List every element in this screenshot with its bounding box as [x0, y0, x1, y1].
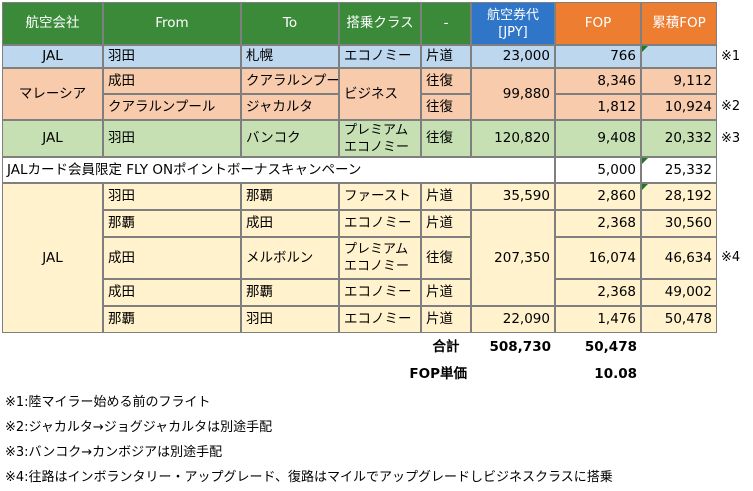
cell-fop: 8,346 [555, 68, 641, 94]
cell-cum-fop: 50,478 [641, 306, 717, 333]
header-from: From [103, 2, 241, 45]
cell-airline: マレーシア [2, 68, 103, 120]
cell-fare: 23,000 [471, 45, 555, 68]
cell-fare: 120,820 [471, 120, 555, 157]
cell-to: ジャカルタ [241, 94, 339, 120]
footnote: ※1:陸マイラー始める前のフライト [5, 395, 211, 410]
total-label: 合計 [432, 338, 460, 355]
footnote: ※3:バンコク→カンボジアは別途手配 [5, 445, 223, 460]
cell-from: 成田 [103, 237, 241, 279]
cell-class: ファースト [339, 183, 421, 210]
comment-indicator-icon [642, 46, 648, 52]
cell-cum-fop: 9,112 [641, 68, 717, 94]
cell-from: 那覇 [103, 210, 241, 237]
side-note-marker: ※4 [721, 250, 741, 265]
cell-fop: 5,000 [555, 157, 641, 183]
cell-cum-fop: 20,332 [641, 120, 717, 157]
cell-class: エコノミー [339, 306, 421, 333]
header-fare: 航空券代 [JPY] [471, 2, 555, 45]
header-cum-fop: 累積FOP [641, 2, 717, 45]
side-note-marker: ※2 [721, 99, 741, 114]
cell-class: エコノミー [339, 210, 421, 237]
cell-airline: JAL [2, 183, 103, 333]
cell-from: 羽田 [103, 183, 241, 210]
campaign-label: JALカード会員限定 FLY ONポイントボーナスキャンペーン [2, 157, 555, 183]
cell-to: 那覇 [241, 183, 339, 210]
header-to: To [241, 2, 339, 45]
cell-fare: 22,090 [471, 306, 555, 333]
cell-cum-fop: 28,192 [641, 183, 717, 210]
cell-trip: 片道 [421, 306, 471, 333]
cell-fop: 1,812 [555, 94, 641, 120]
cell-cum-fop: 49,002 [641, 279, 717, 306]
cell-from: 羽田 [103, 45, 241, 68]
cell-fop: 2,860 [555, 183, 641, 210]
cell-from: クアラルンプール [103, 94, 241, 120]
cell-from: 羽田 [103, 120, 241, 157]
header-fop: FOP [555, 2, 641, 45]
cell-cum-fop: 10,924 [641, 94, 717, 120]
cell-class: エコノミー [339, 279, 421, 306]
cell-trip: 片道 [421, 210, 471, 237]
cell-class: エコノミー [339, 45, 421, 68]
cell-fop: 2,368 [555, 279, 641, 306]
total-fop: 50,478 [584, 338, 637, 355]
cell-trip: 片道 [421, 279, 471, 306]
side-note-marker: ※3 [721, 131, 741, 146]
cell-fop: 2,368 [555, 210, 641, 237]
cell-airline: JAL [2, 120, 103, 157]
total-fare: 508,730 [489, 338, 552, 355]
cell-to: クアラルンプール [241, 68, 339, 94]
cell-cum-fop: 25,332 [641, 157, 717, 183]
cell-fare: 207,350 [471, 210, 555, 306]
footnote: ※2:ジャカルタ→ジョグジャカルタは別途手配 [5, 420, 273, 435]
cell-trip: 往復 [421, 237, 471, 279]
cell-fare: 99,880 [471, 68, 555, 120]
fop-unit-price-label: FOP単価 [409, 365, 467, 382]
cell-to: 成田 [241, 210, 339, 237]
cell-fop: 9,408 [555, 120, 641, 157]
cell-to: 札幌 [241, 45, 339, 68]
cell-trip: 往復 [421, 68, 471, 94]
cell-to: バンコク [241, 120, 339, 157]
footnote: ※4:往路はインボランタリー・アップグレード、復路はマイルでアップグレードしビジ… [5, 470, 613, 485]
cell-class: ビジネス [339, 68, 421, 120]
comment-indicator-icon [642, 184, 648, 190]
cell-from: 成田 [103, 279, 241, 306]
cell-cum-fop: 46,634 [641, 237, 717, 279]
header-class: 搭乗クラス [339, 2, 421, 45]
cell-from: 那覇 [103, 306, 241, 333]
cell-class: プレミアムエコノミー [339, 237, 421, 279]
cell-fop: 16,074 [555, 237, 641, 279]
cell-fop: 1,476 [555, 306, 641, 333]
cell-to: メルボルン [241, 237, 339, 279]
cell-fare: 35,590 [471, 183, 555, 210]
cell-trip: 往復 [421, 120, 471, 157]
side-note-marker: ※1 [721, 49, 741, 64]
cell-cum-fop [641, 45, 717, 68]
cell-trip: 片道 [421, 183, 471, 210]
cell-fop: 766 [555, 45, 641, 68]
cell-to: 那覇 [241, 279, 339, 306]
cell-to: 羽田 [241, 306, 339, 333]
cell-from: 成田 [103, 68, 241, 94]
fop-unit-price-value: 10.08 [594, 365, 637, 382]
cell-cum-fop: 30,560 [641, 210, 717, 237]
comment-indicator-icon [642, 158, 648, 164]
cell-trip: 往復 [421, 94, 471, 120]
cell-trip: 片道 [421, 45, 471, 68]
cell-airline: JAL [2, 45, 103, 68]
header-trip: - [421, 2, 471, 45]
cell-class: プレミアムエコノミー [339, 120, 421, 157]
header-airline: 航空会社 [2, 2, 103, 45]
